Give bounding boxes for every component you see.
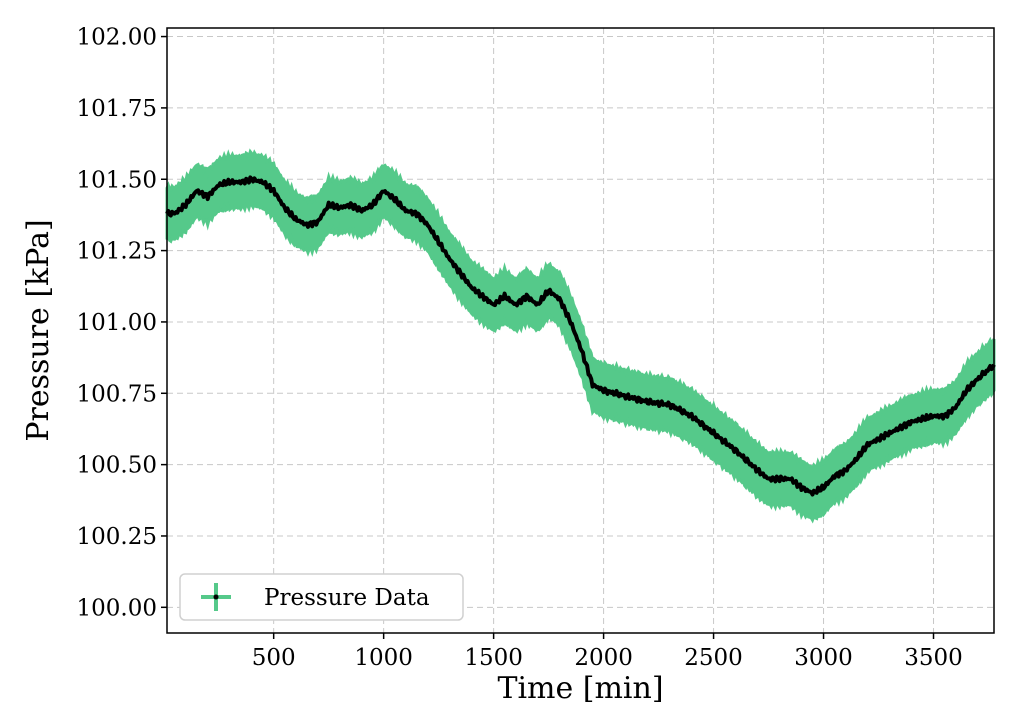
x-tick-label: 500 bbox=[252, 645, 296, 671]
legend: Pressure Data bbox=[179, 573, 464, 621]
legend-box bbox=[179, 573, 464, 621]
x-tick-label: 3000 bbox=[794, 645, 853, 671]
x-ticks: 500 1000 1500 2000 2500 3000 3500 bbox=[252, 633, 963, 671]
x-tick-label: 2500 bbox=[684, 645, 743, 671]
y-axis-title: Pressure [kPa] bbox=[21, 219, 56, 441]
x-tick-label: 3500 bbox=[904, 645, 963, 671]
plot-frame bbox=[166, 27, 995, 634]
y-tick-label: 101.75 bbox=[77, 96, 157, 122]
legend-marker-dot bbox=[213, 594, 219, 600]
x-tick-label: 1000 bbox=[354, 645, 413, 671]
x-tick-label: 1500 bbox=[464, 645, 523, 671]
legend-label: Pressure Data bbox=[264, 585, 430, 611]
y-tick-label: 101.50 bbox=[77, 167, 157, 193]
x-tick-label: 2000 bbox=[574, 645, 633, 671]
y-tick-label: 100.75 bbox=[77, 381, 157, 407]
y-tick-label: 101.00 bbox=[77, 310, 157, 336]
y-tick-label: 102.00 bbox=[77, 25, 157, 51]
y-tick-label: 100.25 bbox=[77, 524, 157, 550]
x-axis-title: Time [min] bbox=[497, 671, 663, 706]
y-tick-label: 100.00 bbox=[77, 595, 157, 621]
pressure-line bbox=[165, 175, 996, 497]
y-tick-label: 101.25 bbox=[77, 239, 157, 265]
y-ticks: 100.00 100.25 100.50 100.75 101.00 101.25 101.… bbox=[77, 25, 167, 621]
y-tick-label: 100.50 bbox=[77, 453, 157, 479]
